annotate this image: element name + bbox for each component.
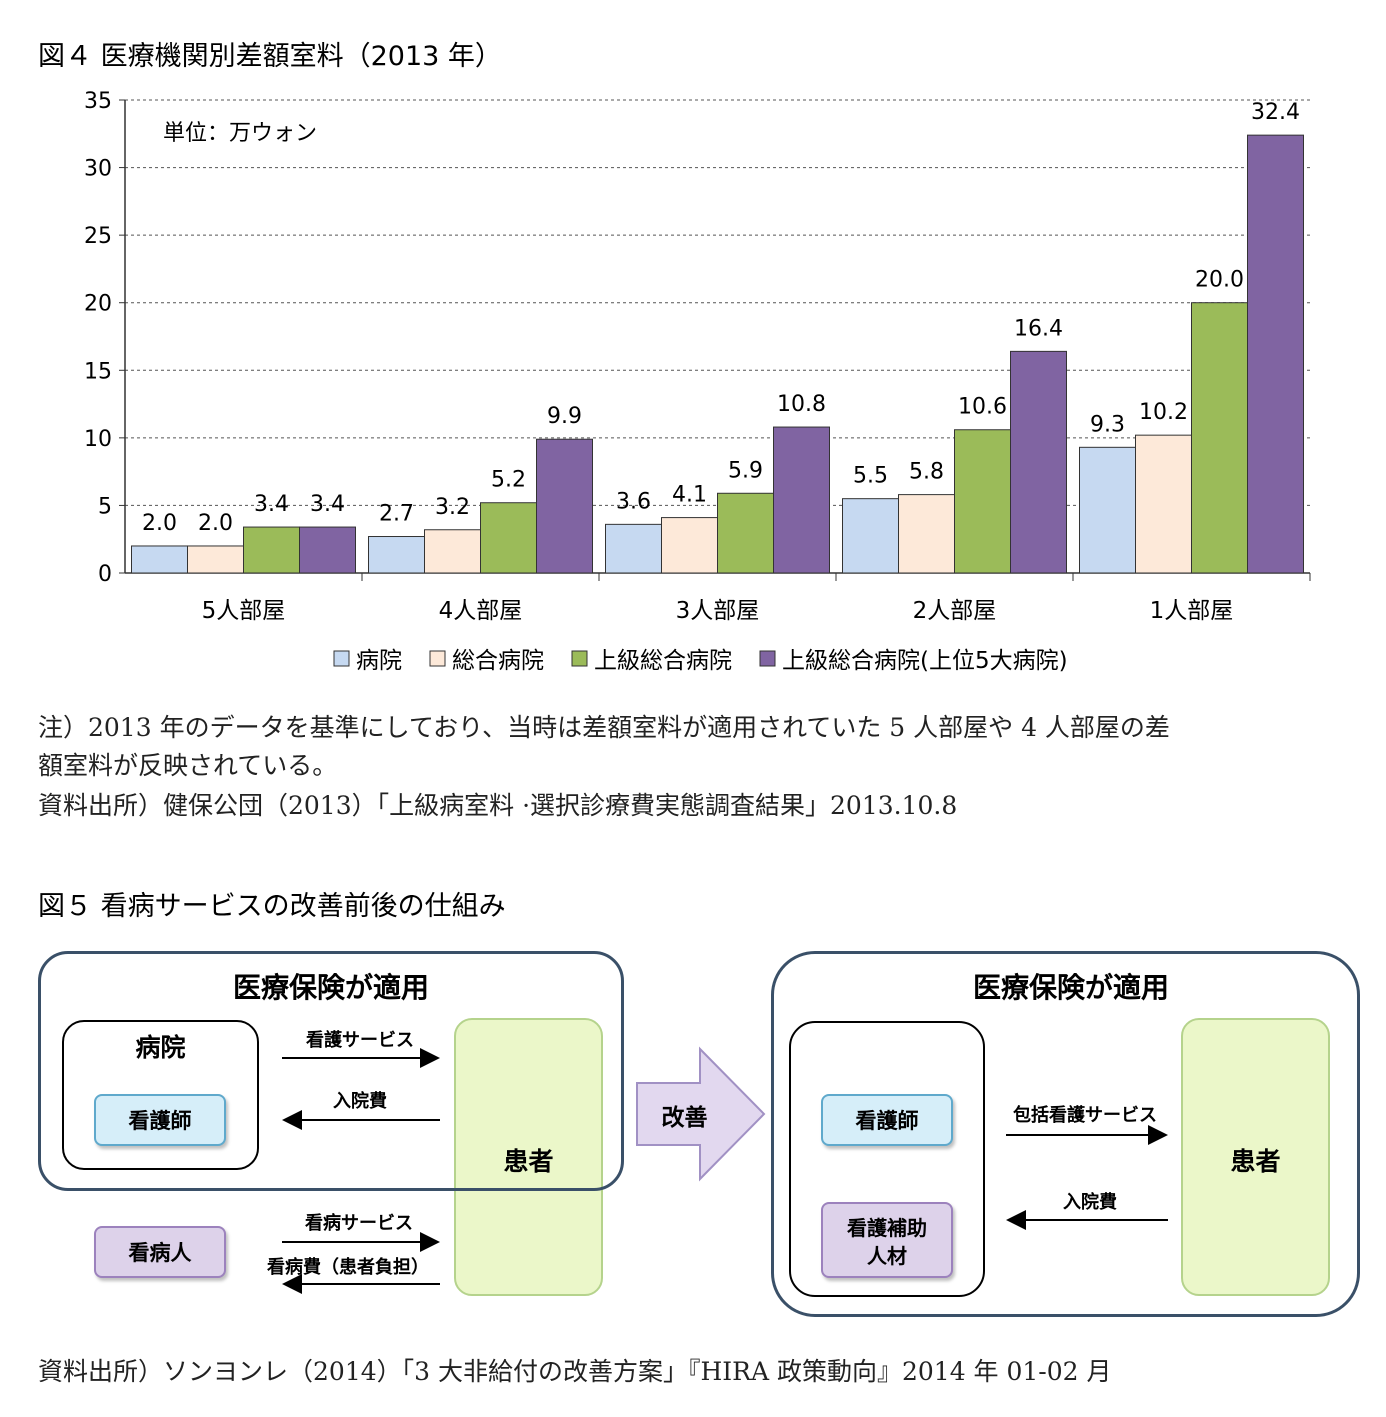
bar bbox=[954, 429, 1011, 574]
data-label: 2.7 bbox=[379, 502, 414, 527]
data-label: 3.6 bbox=[616, 489, 651, 514]
label-nursing-service: 看護サービス bbox=[306, 1030, 414, 1051]
insurance-title-after: 医療保険が適用 bbox=[972, 971, 1169, 1004]
data-label: 2.0 bbox=[142, 511, 177, 536]
bar bbox=[661, 517, 718, 574]
figure4-title: 図４ 医療機関別差額室料（2013 年） bbox=[38, 41, 502, 72]
bar bbox=[299, 526, 356, 574]
y-tick-label: 30 bbox=[84, 157, 112, 182]
data-label: 16.4 bbox=[1014, 316, 1063, 341]
data-label: 9.9 bbox=[547, 404, 582, 429]
bar-chart: 2.0 2.0 3.4 3.4 2.7 3.2 5.2 9.9 3.6 4.1 5.9 10.8 5.5… bbox=[84, 89, 1311, 674]
nurse-label-after: 看護師 bbox=[855, 1109, 919, 1133]
y-tick-label: 35 bbox=[84, 89, 112, 114]
patient-box-before bbox=[454, 1018, 603, 1296]
legend-swatch bbox=[429, 650, 446, 667]
y-tick-label: 20 bbox=[84, 292, 112, 317]
data-label: 2.0 bbox=[198, 511, 233, 536]
hospital-label: 病院 bbox=[135, 1033, 186, 1062]
improvement-label: 改善 bbox=[661, 1105, 708, 1131]
figure5-title: 図５ 看病サービスの改善前後の仕組み bbox=[38, 891, 506, 922]
y-tick-label: 5 bbox=[98, 494, 112, 519]
data-label: 10.6 bbox=[958, 395, 1007, 420]
improvement-arrow bbox=[636, 1046, 766, 1182]
data-label: 20.0 bbox=[1195, 268, 1244, 293]
label-admission-fee-after: 入院費 bbox=[1063, 1192, 1117, 1213]
insurance-frame-before bbox=[38, 951, 624, 1191]
caregiver-box bbox=[94, 1226, 226, 1278]
bar bbox=[1135, 434, 1192, 574]
y-tick-label: 0 bbox=[98, 562, 112, 587]
bar bbox=[842, 498, 899, 574]
x-tick-label: 4人部屋 bbox=[439, 598, 523, 624]
patient-label-after: 患者 bbox=[1230, 1147, 1281, 1176]
legend-swatch bbox=[571, 650, 588, 667]
bar bbox=[424, 529, 481, 574]
data-label: 5.5 bbox=[853, 464, 888, 489]
legend-label: 病院 bbox=[356, 648, 402, 674]
chart-legend: 病院 総合病院 上級総合病院 上級総合病院(上位5大病院) bbox=[333, 648, 1068, 674]
legend-swatch bbox=[333, 650, 350, 667]
x-tick-label: 2人部屋 bbox=[913, 598, 997, 624]
data-label: 3.4 bbox=[310, 492, 345, 517]
nurse-box-before bbox=[94, 1094, 226, 1146]
patient-box-after bbox=[1181, 1018, 1330, 1296]
data-label: 3.2 bbox=[435, 495, 470, 520]
data-label: 4.1 bbox=[672, 483, 707, 508]
bar bbox=[1010, 350, 1067, 574]
legend-label: 上級総合病院(上位5大病院) bbox=[782, 648, 1068, 674]
x-tick-label: 1人部屋 bbox=[1150, 598, 1234, 624]
data-label: 10.2 bbox=[1139, 400, 1188, 425]
nursing-assistant-label-line2: 人材 bbox=[867, 1243, 907, 1268]
caregiver-label: 看病人 bbox=[128, 1241, 192, 1265]
figure4-source: 資料出所）健保公団（2013）「上級病室料 ·選択診療費実態調査結果」2013.… bbox=[38, 791, 958, 820]
data-label: 5.2 bbox=[491, 468, 526, 493]
nurse-label-before: 看護師 bbox=[128, 1109, 192, 1133]
insurance-frame-after bbox=[771, 951, 1360, 1317]
figure4-note-line2: 額室料が反映されている。 bbox=[38, 751, 338, 780]
legend-swatch bbox=[759, 650, 776, 667]
bar bbox=[187, 545, 244, 574]
x-tick-label: 5人部屋 bbox=[202, 598, 286, 624]
chart-unit-label: 単位：万ウォン bbox=[163, 121, 317, 146]
bar bbox=[773, 426, 830, 574]
patient-label-before: 患者 bbox=[503, 1147, 554, 1176]
data-label: 3.4 bbox=[254, 492, 289, 517]
y-tick-label: 25 bbox=[84, 224, 112, 249]
x-tick-label: 3人部屋 bbox=[676, 598, 760, 624]
insurance-title-before: 医療保険が適用 bbox=[232, 971, 429, 1004]
label-care-fee: 看病費（患者負担） bbox=[267, 1257, 429, 1278]
chart-data-labels: 2.0 2.0 3.4 3.4 2.7 3.2 5.2 9.9 3.6 4.1 5.9 10.8 5.5… bbox=[142, 100, 1300, 536]
y-tick-label: 10 bbox=[84, 427, 112, 452]
bar bbox=[1247, 134, 1304, 574]
data-label: 32.4 bbox=[1251, 100, 1300, 125]
chart-bars bbox=[131, 134, 1304, 574]
nursing-assistant-box bbox=[821, 1202, 953, 1278]
nursing-assistant-label-line1: 看護補助 bbox=[847, 1215, 927, 1240]
y-tick-label: 15 bbox=[84, 359, 112, 384]
bar bbox=[898, 494, 955, 574]
data-label: 5.9 bbox=[728, 458, 763, 483]
bar bbox=[1079, 446, 1136, 574]
nurse-box-after bbox=[821, 1094, 953, 1146]
figure4-note-line1: 注）2013 年のデータを基準にしており、当時は差額室料が適用されていた 5 人… bbox=[38, 713, 1170, 742]
chart-tick-labels: 0 5 10 15 20 25 30 35 5人部屋 4人部屋 3人部屋 2人部屋 1人部屋 bbox=[84, 89, 1233, 624]
label-comprehensive-service: 包括看護サービス bbox=[1013, 1105, 1157, 1126]
legend-label: 総合病院 bbox=[452, 648, 544, 674]
label-care-service: 看病サービス bbox=[305, 1213, 413, 1234]
figure5-source: 資料出所）ソンヨンレ（2014）「3 大非給付の改善方案」『HIRA 政策動向』… bbox=[38, 1357, 1112, 1386]
data-label: 9.3 bbox=[1090, 412, 1125, 437]
label-admission-fee-before: 入院費 bbox=[333, 1091, 387, 1112]
data-label: 5.8 bbox=[909, 460, 944, 485]
data-label: 10.8 bbox=[777, 392, 826, 417]
legend-label: 上級総合病院 bbox=[594, 648, 732, 674]
bar bbox=[536, 438, 593, 574]
bar bbox=[1191, 302, 1248, 574]
